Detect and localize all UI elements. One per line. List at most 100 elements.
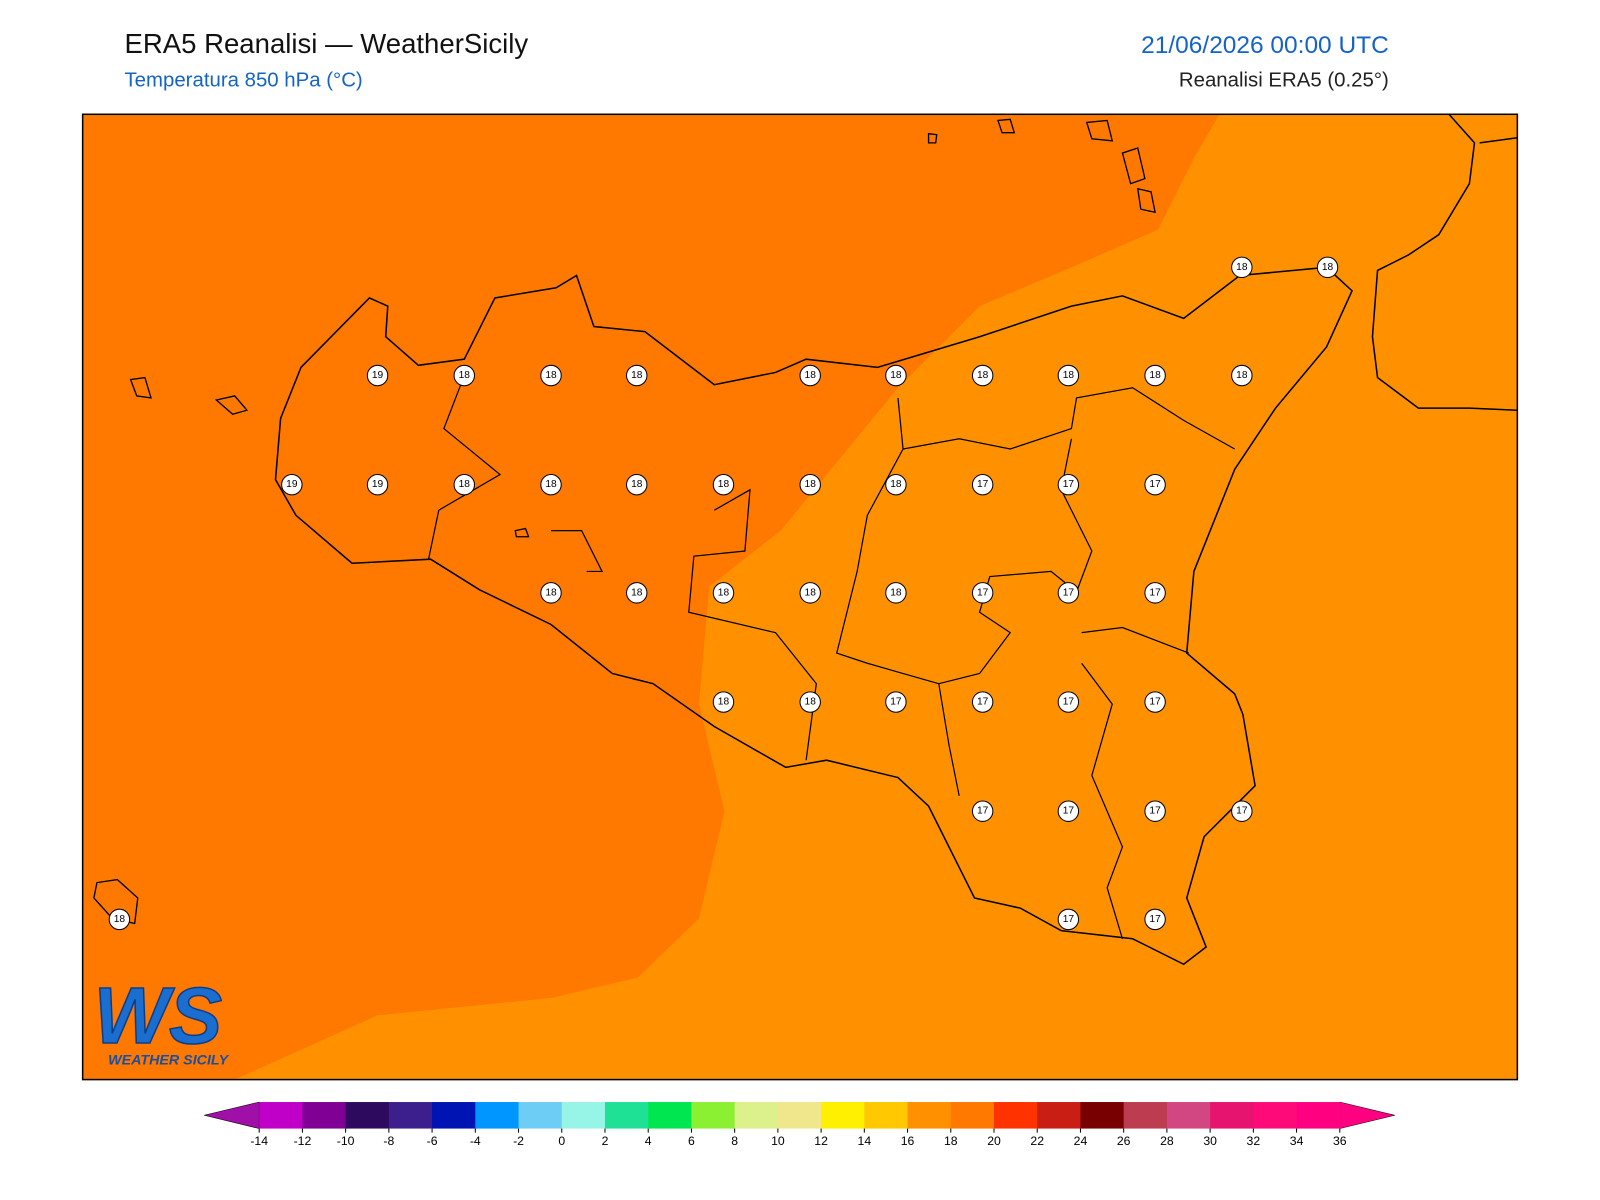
point-value: 18 <box>114 914 126 925</box>
source: Reanalisi ERA5 (0.25°) <box>1179 70 1389 92</box>
point-value: 17 <box>1149 479 1161 490</box>
point: 19 <box>281 473 303 496</box>
point-value: 18 <box>545 370 557 381</box>
colorbar-box <box>388 1102 433 1129</box>
point-marker <box>799 364 821 387</box>
point-value: 17 <box>1063 806 1075 817</box>
colorbar-box <box>1166 1102 1211 1129</box>
point: 17 <box>1144 800 1166 822</box>
point-value: 18 <box>890 479 902 490</box>
date: 21/06/2026 00:00 UTC <box>1141 32 1389 59</box>
point-marker <box>1057 473 1080 496</box>
point-marker <box>971 473 994 496</box>
point: 18 <box>453 473 475 496</box>
point-marker <box>971 364 994 387</box>
point: 18 <box>712 691 735 713</box>
point: 18 <box>1316 256 1339 279</box>
point: 18 <box>885 473 907 496</box>
point: 18 <box>540 473 562 496</box>
point-marker <box>1144 364 1166 387</box>
point-value: 17 <box>1063 587 1075 598</box>
point-marker <box>1144 908 1166 931</box>
point-marker <box>1057 800 1080 822</box>
point-marker <box>971 691 994 713</box>
colorbar-tick-label: -6 <box>427 1134 438 1148</box>
point: 18 <box>626 473 648 496</box>
point-value: 18 <box>890 370 902 381</box>
point: 18 <box>540 364 562 387</box>
point-value: 18 <box>631 370 643 381</box>
colorbar-tick-label: 4 <box>645 1134 652 1148</box>
colorbar-tick-label: 12 <box>814 1134 828 1148</box>
colorbar-tick-label: -12 <box>294 1134 312 1148</box>
point: 17 <box>1057 691 1080 713</box>
point: 18 <box>885 582 907 604</box>
point-value: 18 <box>890 587 902 598</box>
point: 17 <box>1057 908 1080 931</box>
point-marker <box>799 691 821 713</box>
point: 19 <box>366 473 389 496</box>
colorbar-tick-label: -2 <box>513 1134 524 1148</box>
point-marker <box>108 908 131 931</box>
point: 18 <box>971 364 994 387</box>
point-value: 18 <box>631 587 643 598</box>
point-value: 18 <box>805 587 817 598</box>
point: 17 <box>1057 800 1080 822</box>
point-value: 17 <box>1149 697 1161 708</box>
colorbar-tick-label: 10 <box>771 1134 785 1148</box>
point-value: 17 <box>1149 914 1161 925</box>
point-marker <box>885 473 907 496</box>
point: 18 <box>540 582 562 604</box>
colorbar-box <box>994 1102 1038 1129</box>
point-value: 18 <box>718 479 730 490</box>
point: 18 <box>108 908 131 931</box>
point-marker <box>540 582 562 604</box>
point-marker <box>1144 691 1166 713</box>
point: 17 <box>971 691 994 713</box>
colorbar-box <box>561 1102 606 1129</box>
colorbar-box <box>345 1102 390 1129</box>
logo: WS WEATHER SICILY <box>93 970 229 1068</box>
point-marker <box>885 691 907 713</box>
colorbar-tick-label: -10 <box>337 1134 355 1148</box>
point-value: 17 <box>1149 806 1161 817</box>
field-16-18 <box>234 114 1518 1080</box>
point-marker <box>626 473 648 496</box>
colorbar-box <box>1037 1102 1081 1129</box>
point: 17 <box>971 582 994 604</box>
point: 18 <box>1231 364 1253 387</box>
point-marker <box>540 364 562 387</box>
point: 17 <box>1231 800 1253 822</box>
colorbar-tick-label: 26 <box>1117 1134 1131 1148</box>
colorbar-box <box>1080 1102 1125 1129</box>
point-value: 18 <box>1063 370 1075 381</box>
colorbar-box <box>259 1102 303 1129</box>
point-value: 18 <box>718 697 730 708</box>
point: 18 <box>712 473 735 496</box>
point: 17 <box>971 800 994 822</box>
colorbar-tick-label: 0 <box>558 1134 565 1148</box>
point-marker <box>1057 364 1080 387</box>
point-marker <box>1231 364 1253 387</box>
map: 18 18 19 18 18 18 18 18 18 18 18 18 19 19 18 18 18 18 18 18… <box>81 113 1519 1081</box>
point-marker <box>1231 256 1253 279</box>
map-frame <box>81 113 1519 1081</box>
colorbar-tick-label: 2 <box>602 1134 609 1148</box>
point-value: 18 <box>718 587 730 598</box>
point-value: 18 <box>805 479 817 490</box>
point: 18 <box>799 582 821 604</box>
point-marker <box>1144 473 1166 496</box>
point-value: 18 <box>545 479 557 490</box>
colorbar-tick-label: 36 <box>1333 1134 1347 1148</box>
point-value: 17 <box>890 697 902 708</box>
point-value: 18 <box>459 370 471 381</box>
point: 18 <box>1231 256 1253 279</box>
point-value: 19 <box>286 479 298 490</box>
point-value: 18 <box>631 479 643 490</box>
point: 18 <box>1057 364 1080 387</box>
point: 18 <box>712 582 735 604</box>
point-marker <box>712 691 735 713</box>
point-marker <box>799 582 821 604</box>
point-value: 18 <box>459 479 471 490</box>
